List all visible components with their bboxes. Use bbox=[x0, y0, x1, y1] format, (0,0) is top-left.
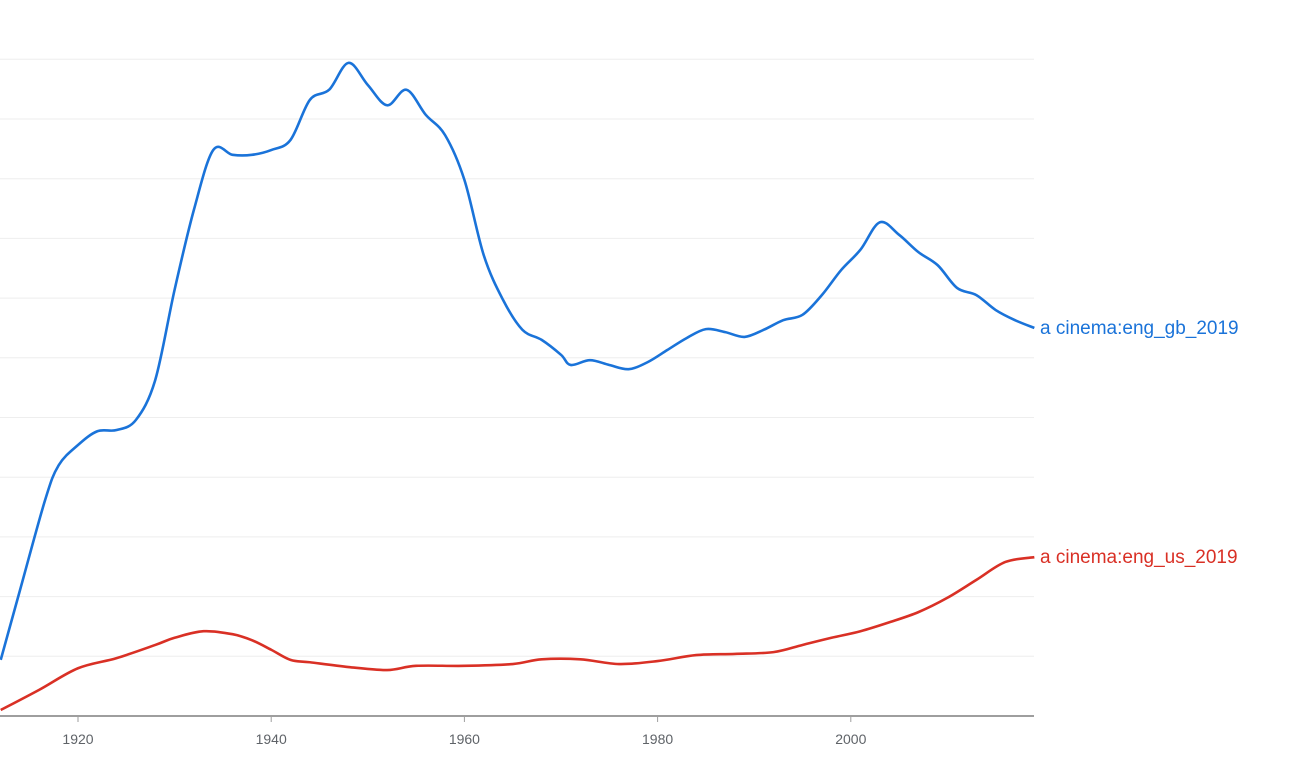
series-line-0[interactable] bbox=[0, 61, 1035, 661]
series-line-1[interactable] bbox=[0, 555, 1035, 712]
x-tick-label: 2000 bbox=[835, 731, 866, 747]
x-tick-label: 1920 bbox=[62, 731, 93, 747]
x-tick-label: 1960 bbox=[449, 731, 480, 747]
x-axis-ticks: 1920 1940 1960 1980 2000 bbox=[62, 716, 867, 747]
x-tick-label: 1980 bbox=[642, 731, 673, 747]
x-tick-label: 1940 bbox=[256, 731, 287, 747]
series-lines bbox=[0, 61, 1035, 712]
gridlines bbox=[0, 58, 1034, 657]
series-label: a cinema:eng_us_2019 bbox=[1040, 547, 1238, 568]
series-label: a cinema:eng_gb_2019 bbox=[1040, 318, 1239, 339]
